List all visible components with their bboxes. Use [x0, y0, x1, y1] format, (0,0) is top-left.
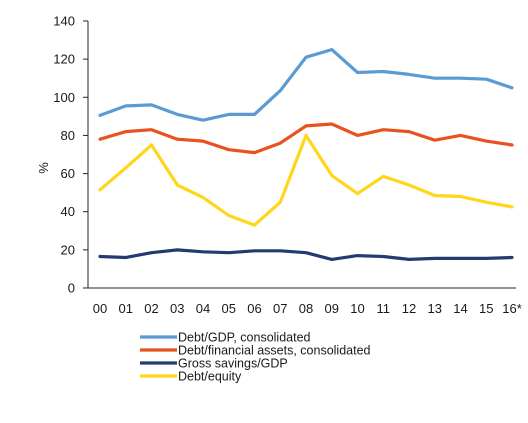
x-tick-label: 02 [144, 301, 158, 316]
y-axis-title: % [36, 162, 51, 174]
x-tick-label: 05 [222, 301, 236, 316]
x-tick-label: 06 [247, 301, 261, 316]
series-line-debt-gdp-consolidated [98, 47, 514, 122]
legend-item: Debt/financial assets, consolidated [140, 344, 371, 358]
y-tick-label: 0 [68, 281, 75, 296]
series-line-debt-financial-assets-consolidated [98, 122, 514, 155]
legend-label: Gross savings/GDP [178, 357, 288, 371]
legend-label: Debt/GDP, consolidated [178, 331, 311, 345]
x-tick-label: 09 [325, 301, 339, 316]
y-tick-label: 60 [61, 166, 75, 181]
legend-item: Debt/equity [140, 370, 242, 384]
axes: 0 20 40 60 80 100 120 140 00 01 02 03 04 05 06 07 08 09 10… [53, 14, 521, 317]
legend-item: Debt/GDP, consolidated [140, 331, 311, 345]
y-tick-label: 80 [61, 128, 75, 143]
y-tick-label: 120 [53, 52, 75, 67]
legend-label: Debt/financial assets, consolidated [178, 344, 371, 358]
x-tick-label: 00 [93, 301, 107, 316]
legend-label: Debt/equity [178, 370, 242, 384]
x-tick-label: 01 [119, 301, 133, 316]
y-tick-label: 20 [61, 242, 75, 257]
x-tick-label: 11 [377, 301, 391, 316]
x-tick-label: 08 [299, 301, 313, 316]
x-tick-label: 13 [428, 301, 442, 316]
x-tick-label: 14 [453, 301, 467, 316]
x-tick-label: 04 [196, 301, 210, 316]
y-tick-label: 40 [61, 204, 75, 219]
x-tick-label: 10 [350, 301, 364, 316]
x-tick-label: 16* [502, 301, 522, 316]
y-tick-label: 100 [53, 90, 75, 105]
series-line-debt-equity [98, 133, 514, 227]
series-line-gross-savings-gdp [98, 248, 514, 261]
y-tick-label: 140 [53, 14, 75, 29]
legend-item: Gross savings/GDP [140, 357, 288, 371]
x-tick-label: 03 [170, 301, 184, 316]
x-tick-label: 07 [273, 301, 287, 316]
x-tick-label: 12 [402, 301, 416, 316]
series-lines [98, 47, 514, 261]
x-tick-label: 15 [479, 301, 493, 316]
